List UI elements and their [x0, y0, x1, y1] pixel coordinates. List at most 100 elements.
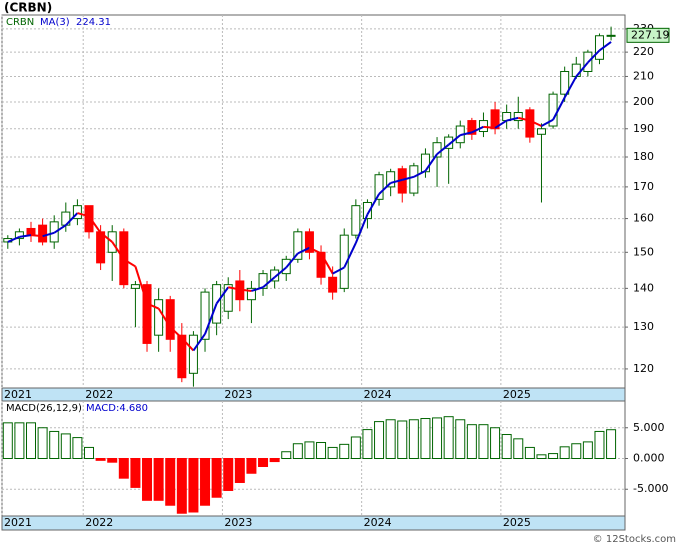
ma-line: [42, 231, 55, 238]
legend-symbol: CRBN: [6, 17, 34, 28]
y-tick-label: -5.000: [633, 482, 668, 495]
y-tick-label: 220: [633, 45, 654, 58]
ma-line: [309, 246, 322, 255]
legend-ma: MA(3): [40, 17, 70, 28]
ma-line: [19, 234, 32, 238]
histogram-bar: [165, 458, 176, 506]
ma-line: [483, 125, 496, 129]
histogram-bar: [513, 438, 524, 460]
candle-body: [467, 120, 477, 135]
histogram-bar: [501, 434, 512, 460]
ma-line: [111, 241, 125, 260]
candle-body: [177, 334, 187, 379]
ma-line: [529, 119, 542, 127]
histogram-bar: [466, 424, 477, 460]
candle-body: [154, 299, 164, 336]
legend-ma-value: 224.31: [76, 17, 111, 28]
histogram-bar: [26, 422, 37, 459]
y-tick-label: 180: [633, 150, 654, 163]
ma-line: [575, 61, 589, 78]
candle-body: [328, 276, 338, 293]
y-tick-label: 0.000: [633, 452, 665, 465]
histogram-bar: [95, 458, 106, 461]
last-price-box: [626, 27, 670, 43]
candle-body: [270, 269, 280, 282]
histogram-bar: [443, 416, 454, 460]
histogram-bar: [397, 420, 408, 460]
histogram-bar: [478, 424, 489, 460]
histogram-bar: [292, 443, 303, 459]
ma-line: [30, 234, 43, 238]
candle-body: [409, 165, 419, 194]
ma-line: [251, 286, 264, 292]
candle-body: [478, 120, 488, 133]
ma-line: [390, 178, 403, 184]
ma-line: [88, 215, 102, 234]
candle-body: [316, 251, 326, 278]
histogram-bar: [594, 430, 605, 459]
histogram-bar: [269, 458, 280, 463]
ma-line: [471, 125, 484, 134]
ma-line: [99, 232, 113, 243]
histogram-bar: [176, 458, 187, 514]
ma-line: [192, 333, 206, 352]
histogram-bar: [432, 417, 443, 460]
ma-line: [273, 266, 287, 279]
candle-body: [444, 136, 454, 149]
x-axis-band: [1, 515, 626, 531]
x-tick-label: 2023: [224, 516, 252, 529]
ma-line: [53, 224, 67, 234]
y-tick-label: 190: [633, 122, 654, 135]
histogram-bar: [246, 458, 257, 474]
y-tick-label: 170: [633, 180, 654, 193]
x-tick-label: 2025: [503, 388, 531, 401]
ma-line: [413, 169, 426, 178]
histogram-bar: [49, 430, 60, 459]
y-tick-label: 210: [633, 69, 654, 82]
candle-body: [246, 287, 256, 301]
histogram-bar: [153, 458, 164, 501]
candle-body: [351, 205, 361, 236]
histogram-bar: [316, 442, 327, 459]
macd-value-legend: MACD:4.680: [86, 403, 148, 414]
ma-line: [494, 119, 508, 129]
ma-line: [123, 258, 136, 268]
ma-line: [436, 143, 450, 155]
histogram-bar: [84, 446, 95, 459]
y-tick-label: 5.000: [633, 421, 665, 434]
histogram-bar: [350, 436, 361, 459]
ma-line: [262, 276, 276, 289]
ma-line: [366, 193, 380, 215]
ma-line: [598, 41, 612, 52]
ma-line: [146, 302, 160, 310]
ma-line: [378, 182, 392, 195]
ma-line: [424, 153, 438, 172]
candle-body: [606, 34, 616, 37]
histogram-bar: [455, 419, 466, 459]
histogram-bar: [571, 443, 582, 459]
x-tick-label: 2022: [85, 516, 113, 529]
candle-body: [38, 224, 48, 243]
histogram-bar: [234, 458, 245, 483]
ma-line: [354, 213, 369, 244]
x-tick-label: 2021: [4, 388, 32, 401]
ma-line: [552, 97, 566, 121]
candle-body: [490, 109, 500, 130]
y-tick-label: 130: [633, 320, 654, 333]
candle-body: [339, 234, 349, 289]
candle-body: [96, 231, 106, 264]
ma-line: [448, 134, 461, 146]
candle-body: [536, 128, 546, 135]
histogram-bar: [211, 458, 222, 498]
chart-title: (CRBN): [4, 1, 52, 15]
ma-line: [518, 116, 531, 122]
candle-body: [374, 174, 384, 200]
ma-line: [540, 118, 554, 127]
ma-line: [204, 303, 218, 335]
ma-line: [320, 252, 334, 275]
x-tick-label: 2024: [364, 388, 392, 401]
candle-body: [513, 112, 523, 122]
histogram-bar: [606, 429, 617, 459]
histogram-bar: [362, 429, 373, 459]
candle-body: [304, 231, 314, 253]
